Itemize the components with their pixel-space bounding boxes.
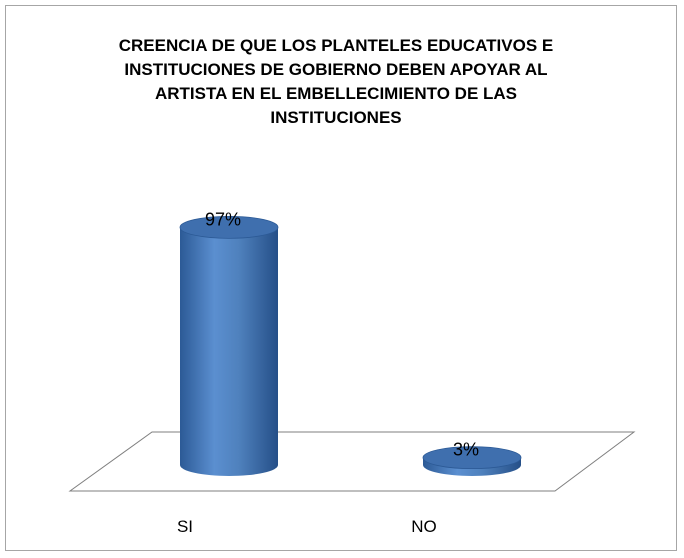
data-labels: 97% 3% <box>205 209 479 459</box>
bar-group <box>179 215 522 476</box>
chart-title-line-3: ARTISTA EN EL EMBELLECIMIENTO DE LAS <box>154 84 518 103</box>
category-labels: SI NO <box>177 517 437 536</box>
bar-si <box>179 215 279 476</box>
data-label: 3% <box>453 440 479 460</box>
bar-no <box>422 446 522 476</box>
chart-title-line-4: INSTITUCIONES <box>270 108 402 127</box>
chart-title-line-2: INSTITUCIONES DE GOBIERNO DEBEN APOYAR A… <box>124 60 548 79</box>
bar-top <box>422 446 522 470</box>
chart-title-line-1: CREENCIA DE QUE LOS PLANTELES EDUCATIVOS… <box>118 36 554 55</box>
bar-body <box>180 227 278 476</box>
chart-title: CREENCIA DE QUE LOS PLANTELES EDUCATIVOS… <box>60 34 612 130</box>
category-label: SI <box>177 517 193 536</box>
category-label: NO <box>411 517 437 536</box>
data-label: 97% <box>205 209 241 229</box>
bar-top <box>179 215 279 239</box>
chart-floor <box>68 431 636 492</box>
